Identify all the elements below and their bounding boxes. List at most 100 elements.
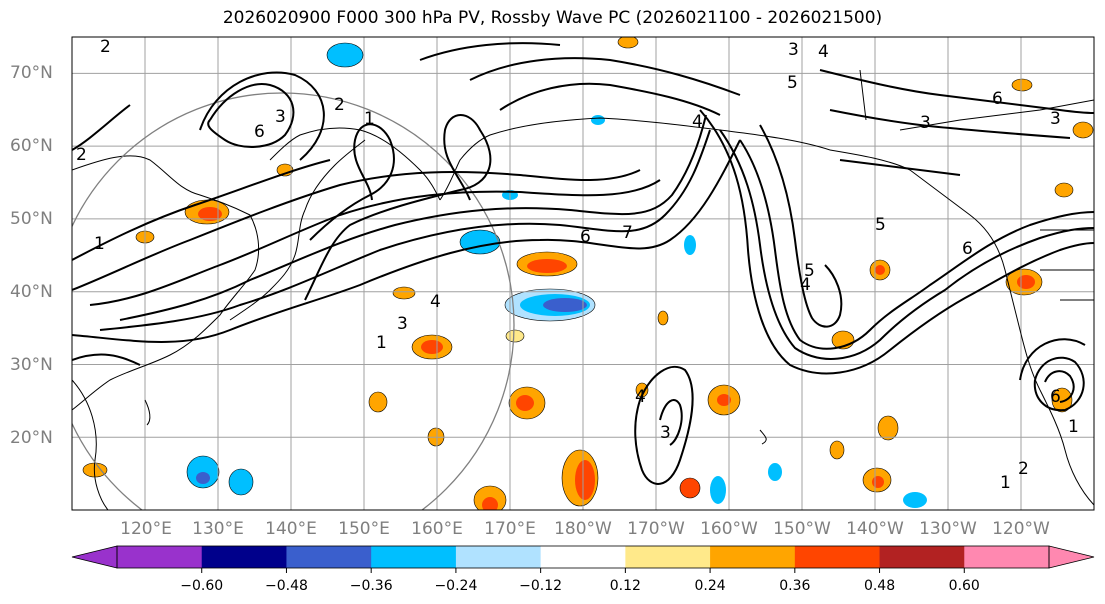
colorbar-tick-label: −0.12 — [519, 578, 562, 594]
lon-label: 140°W — [846, 519, 904, 539]
shade-pos — [575, 460, 595, 500]
shade-neg — [684, 235, 696, 255]
contour-label: 5 — [875, 215, 886, 235]
contour-label: 4 — [818, 42, 829, 62]
shade-pos — [679, 477, 701, 499]
contour-label: 2 — [76, 145, 87, 165]
shade-pos — [368, 391, 388, 413]
shade-pos — [1017, 275, 1035, 289]
colorbar-frame — [116, 545, 1050, 569]
contour-label: 6 — [580, 227, 591, 247]
contour-label: 7 — [622, 223, 633, 243]
contour-26 — [72, 353, 141, 366]
lon-label: 120°W — [992, 519, 1050, 539]
lon-label: 150°E — [338, 519, 390, 539]
contour-label: 6 — [254, 122, 265, 142]
contour-label: 2 — [1018, 459, 1029, 479]
shade-neg — [768, 463, 782, 481]
contour-6 — [72, 159, 331, 261]
shade-neg — [326, 42, 364, 68]
contour-8 — [309, 123, 395, 241]
contour-label: 2 — [100, 37, 111, 57]
contour-label: 1 — [376, 333, 387, 353]
shade-pos — [829, 440, 845, 460]
pv-contours — [72, 42, 1094, 485]
shade-pos — [872, 476, 884, 488]
colorbar-tick-label: −0.60 — [180, 578, 223, 594]
contour-24 — [1044, 370, 1075, 403]
contour-label: 3 — [275, 107, 286, 127]
colorbar-swatch — [625, 546, 711, 568]
shade-pos — [505, 329, 525, 343]
lon-label: 140°E — [265, 519, 317, 539]
contour-9 — [499, 82, 721, 116]
contour-label: 1 — [1000, 473, 1011, 493]
contour-10 — [469, 57, 741, 96]
coast-china — [72, 379, 109, 510]
lat-label: 50°N — [10, 209, 53, 229]
lon-label: 120°E — [120, 519, 172, 539]
colorbar-tick-label: −0.36 — [350, 578, 393, 594]
pv-anomaly-shading — [82, 37, 1094, 510]
latitude-labels: 70°N 60°N 50°N 40°N 30°N 20°N — [10, 63, 53, 448]
colorbar-swatch — [286, 546, 372, 568]
colorbar: −0.60 −0.48 −0.36 −0.24 −0.12 0.12 0.24 0.36 0.4… — [71, 545, 1095, 594]
contour-label: 1 — [1068, 417, 1079, 437]
shade-pos — [516, 395, 534, 411]
shade-pos — [392, 286, 416, 300]
contour-label: 6 — [962, 239, 973, 259]
contour-18 — [634, 365, 694, 485]
contour-label: 6 — [1050, 387, 1061, 407]
coast-kuril — [304, 139, 366, 211]
colorbar-tick-label: 0.24 — [695, 578, 726, 594]
lon-label: 170°E — [484, 519, 536, 539]
lat-label: 30°N — [10, 355, 53, 375]
contour-label: 3 — [788, 40, 799, 60]
longitude-labels: 120°E 130°E 140°E 150°E 160°E 170°E 180°… — [120, 519, 1050, 539]
contour-label: 3 — [1050, 109, 1061, 129]
shade-pos — [617, 37, 639, 49]
contour-label: 3 — [397, 314, 408, 334]
contour-14 — [739, 139, 1094, 350]
contour-21 — [829, 109, 1071, 139]
lat-label: 60°N — [10, 136, 53, 156]
lon-label: 160°E — [411, 519, 463, 539]
shade-neg — [459, 229, 501, 255]
contour-11 — [419, 42, 561, 61]
contour-22 — [839, 159, 961, 176]
coast-na — [829, 149, 1041, 391]
colorbar-swatch — [964, 546, 1050, 568]
shade-pos — [875, 265, 885, 275]
shade-neg — [710, 476, 726, 504]
lon-label: 130°E — [192, 519, 244, 539]
coast-asia — [72, 155, 260, 411]
colorbar-tick-label: −0.48 — [265, 578, 308, 594]
contour-13 — [199, 71, 325, 161]
shade-neg — [196, 472, 210, 484]
contour-label: 4 — [430, 292, 441, 312]
lon-label: 180°W — [554, 519, 612, 539]
contour-4 — [89, 179, 661, 306]
colorbar-swatch — [201, 546, 287, 568]
contour-label: 5 — [804, 261, 815, 281]
colorbar-tick-label: 0.36 — [779, 578, 810, 594]
contour-label: 1 — [94, 234, 105, 254]
contour-label: 4 — [800, 275, 811, 295]
map-frame — [71, 36, 1095, 511]
colorbar-swatch — [455, 546, 542, 568]
shade-pos — [657, 310, 669, 326]
lon-label: 150°W — [773, 519, 831, 539]
coast-hawaii — [759, 429, 767, 445]
shade-neg — [228, 468, 254, 496]
contour-25 — [1019, 338, 1086, 381]
border-alaska — [859, 69, 1094, 131]
shade-pos — [1072, 121, 1094, 139]
colorbar-swatch — [371, 546, 457, 568]
contour-23 — [1033, 356, 1085, 412]
shade-pos — [421, 340, 443, 354]
colorbar-swatch — [540, 546, 626, 568]
coast-bering — [439, 117, 831, 201]
contour-16 — [759, 124, 843, 328]
contour-3 — [119, 114, 707, 321]
